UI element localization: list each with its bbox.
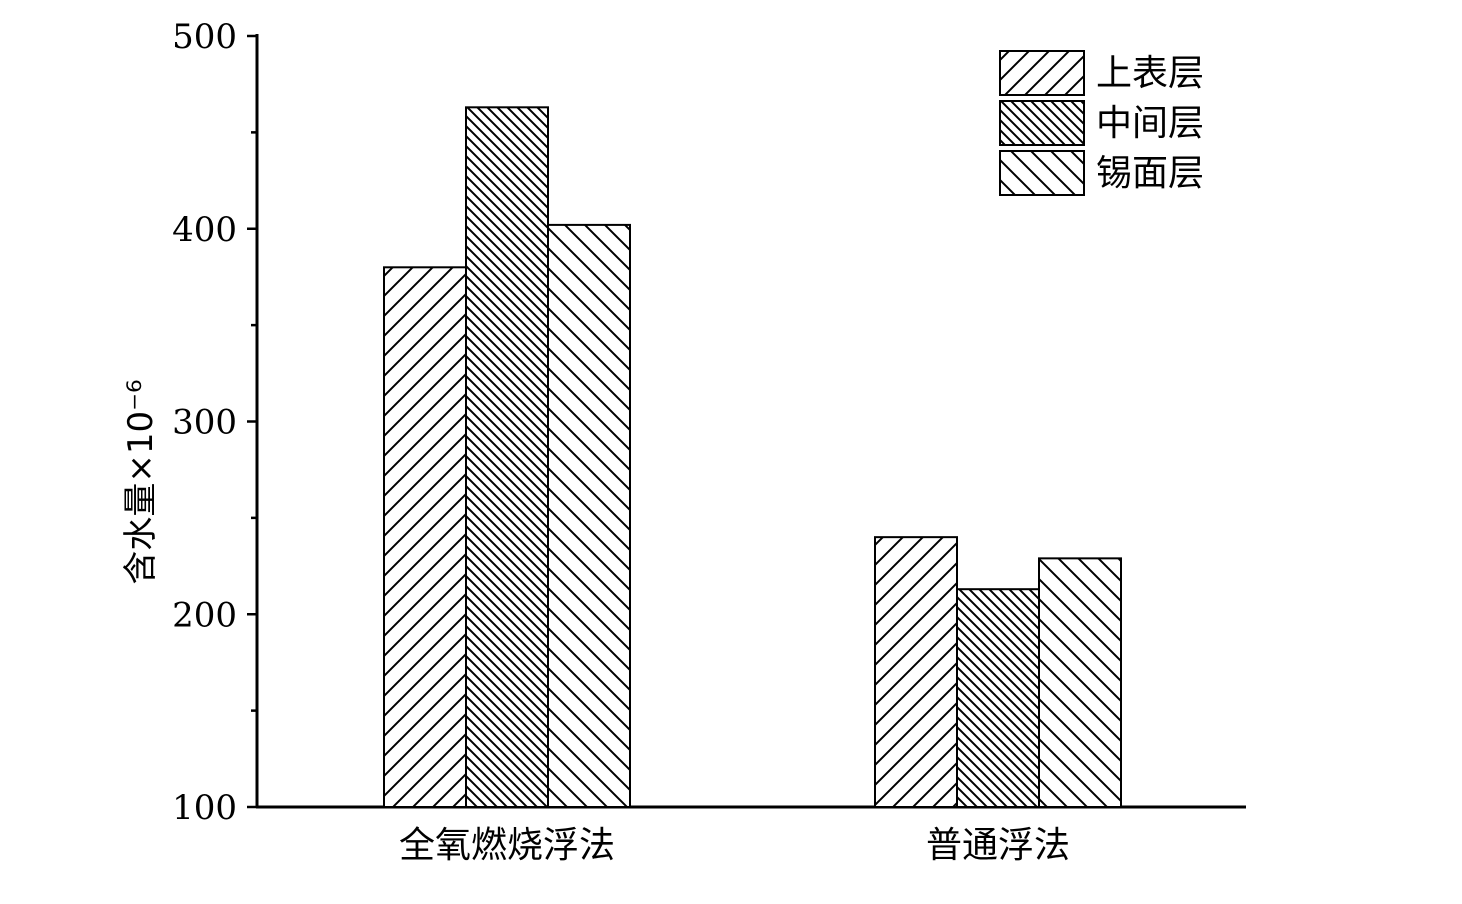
y-tick-label: 200	[172, 595, 237, 635]
legend-label-1: 上表层	[1096, 53, 1204, 94]
y-axis-label: 含水量×10⁻⁶	[121, 379, 161, 584]
legend-swatch-1	[999, 50, 1085, 96]
legend-label-2: 中间层	[1096, 103, 1204, 144]
x-tick-labels: 全氧燃烧浮法 普通浮法	[399, 825, 1070, 866]
legend-label-3: 锡面层	[1096, 153, 1204, 194]
y-tick-label: 100	[172, 788, 237, 828]
y-tick-label: 300	[172, 403, 237, 443]
bar-1-3	[547, 223, 631, 808]
bar-2-2	[956, 588, 1040, 808]
bars	[383, 106, 1122, 809]
bar-2-1	[874, 536, 958, 809]
x-tick-label: 全氧燃烧浮法	[399, 825, 615, 866]
y-tick-label: 500	[172, 17, 237, 57]
legend-swatch-2	[999, 100, 1085, 146]
bar-2-3	[1038, 557, 1122, 808]
y-tick-label: 400	[172, 210, 237, 250]
x-tick-label: 普通浮法	[926, 825, 1070, 866]
legend-swatch-3	[999, 150, 1085, 196]
bar-1-1	[383, 266, 467, 808]
bar-1-2	[465, 106, 549, 808]
